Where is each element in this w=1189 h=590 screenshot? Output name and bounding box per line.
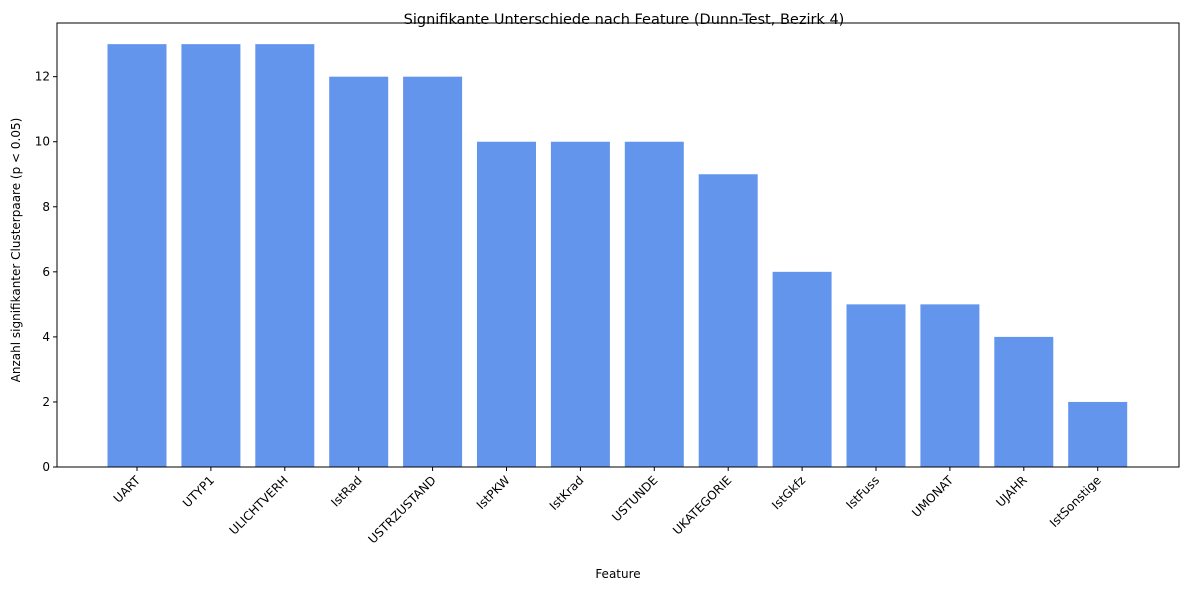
bar-ukategorie	[698, 174, 758, 467]
x-axis: UART UTYP1 ULICHTVERH IstRad USTRZUSTAND IstP…	[111, 467, 1104, 546]
x-tick-label: UJAHR	[993, 473, 1030, 510]
x-tick-label: UKATEGORIE	[670, 473, 734, 537]
x-tick-label: IstRad	[328, 473, 364, 509]
bars-group	[107, 44, 1128, 468]
y-axis: 0 2 4 6 8 10 12	[35, 70, 57, 474]
x-tick-label: ULICHTVERH	[227, 473, 291, 537]
bar-istfuss	[846, 304, 906, 467]
y-tick-label: 12	[35, 70, 50, 84]
x-tick-label: IstPKW	[474, 473, 513, 512]
bar-ulichtverh	[255, 44, 315, 467]
x-tick-label: UMONAT	[909, 473, 956, 520]
bar-istkrad	[550, 141, 610, 468]
y-tick-label: 8	[42, 200, 50, 214]
x-tick-label: USTUNDE	[609, 473, 660, 524]
y-tick-label: 4	[42, 330, 50, 344]
bar-istpkw	[477, 141, 536, 468]
x-axis-label: Feature	[595, 567, 640, 581]
bar-umonat	[920, 304, 980, 467]
plot-frame	[56, 22, 1180, 468]
y-axis-label: Anzahl signifikanter Clusterpaare (p < 0…	[9, 118, 23, 383]
x-tick-label: UART	[111, 473, 144, 506]
y-tick-label: 6	[42, 265, 50, 279]
x-tick-label: IstSonstige	[1047, 473, 1104, 530]
bar-istrad	[329, 76, 389, 468]
x-tick-label: IstFuss	[843, 473, 882, 512]
y-tick-label: 2	[42, 395, 50, 409]
x-tick-label: IstKrad	[547, 473, 587, 513]
y-tick-label: 10	[35, 135, 50, 149]
x-tick-label: USTRZUSTAND	[366, 473, 439, 546]
x-tick-label: UTYP1	[180, 473, 217, 510]
bar-uart	[107, 44, 167, 467]
bar-utyp1	[181, 44, 241, 467]
bar-istsonstige	[1068, 401, 1128, 467]
y-tick-label: 0	[42, 460, 50, 474]
bar-ustunde	[624, 141, 684, 468]
chart-title: Signifikante Unterschiede nach Feature (…	[404, 12, 845, 28]
bar-ujahr	[994, 336, 1054, 467]
bar-ustrzustand	[403, 76, 463, 468]
bar-istgkfz	[772, 271, 832, 467]
x-tick-label: IstGkfz	[769, 473, 808, 512]
